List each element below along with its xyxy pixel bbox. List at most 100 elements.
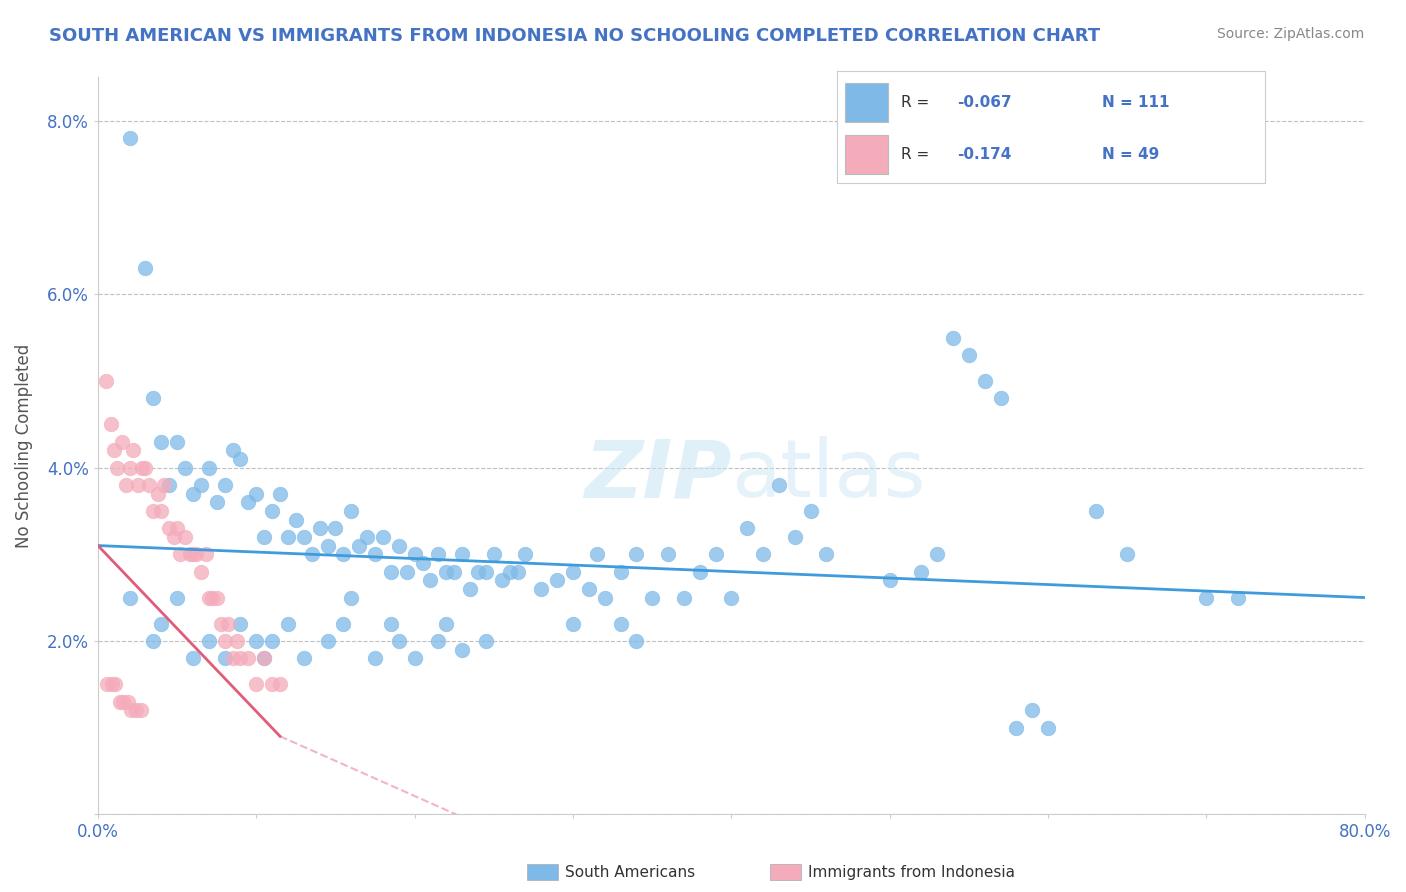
Point <box>340 504 363 518</box>
Point <box>205 495 228 509</box>
Point <box>427 634 450 648</box>
Point <box>689 565 711 579</box>
Point <box>134 460 156 475</box>
Point <box>150 504 173 518</box>
Text: -0.067: -0.067 <box>956 95 1011 110</box>
Point <box>238 651 260 665</box>
Point <box>498 565 520 579</box>
Point <box>142 504 165 518</box>
Point <box>245 677 267 691</box>
Point <box>120 703 142 717</box>
Y-axis label: No Schooling Completed: No Schooling Completed <box>15 343 32 548</box>
Point <box>427 547 450 561</box>
Point <box>118 591 141 605</box>
Point <box>720 591 742 605</box>
Point <box>530 582 553 596</box>
Point <box>169 547 191 561</box>
Point <box>100 417 122 432</box>
Point <box>229 651 252 665</box>
Point <box>340 591 363 605</box>
Text: R =: R = <box>901 147 929 162</box>
Point <box>129 703 152 717</box>
Point <box>245 486 267 500</box>
Point <box>395 565 418 579</box>
Point <box>404 547 426 561</box>
Point <box>253 651 276 665</box>
Point <box>197 460 219 475</box>
Text: South Americans: South Americans <box>565 865 696 880</box>
Point <box>121 443 143 458</box>
Point <box>990 391 1012 405</box>
Point <box>190 478 212 492</box>
Point <box>96 677 118 691</box>
Point <box>316 539 339 553</box>
Point <box>217 616 239 631</box>
Point <box>347 539 370 553</box>
Point <box>214 634 236 648</box>
Point <box>253 530 276 544</box>
Point <box>153 478 176 492</box>
Point <box>672 591 695 605</box>
Point <box>157 478 180 492</box>
Point <box>332 616 354 631</box>
Point <box>269 677 291 691</box>
Point <box>475 634 498 648</box>
Point <box>205 591 228 605</box>
Point <box>332 547 354 561</box>
Point <box>94 374 117 388</box>
Point <box>388 539 411 553</box>
Point <box>245 634 267 648</box>
Point <box>475 565 498 579</box>
Point <box>118 131 141 145</box>
Point <box>174 460 197 475</box>
Point <box>277 616 299 631</box>
Point <box>815 547 838 561</box>
Point <box>253 651 276 665</box>
Point <box>125 703 148 717</box>
Point <box>221 443 243 458</box>
Point <box>316 634 339 648</box>
Point <box>1021 703 1043 717</box>
Point <box>609 616 631 631</box>
Point <box>957 348 980 362</box>
Point <box>371 530 394 544</box>
Point <box>138 478 160 492</box>
Text: Immigrants from Indonesia: Immigrants from Indonesia <box>808 865 1015 880</box>
Point <box>284 512 307 526</box>
Point <box>404 651 426 665</box>
Text: ZIP: ZIP <box>583 436 731 515</box>
Point <box>146 486 169 500</box>
Point <box>112 695 135 709</box>
Point <box>609 565 631 579</box>
Point <box>626 634 648 648</box>
Point <box>166 521 188 535</box>
Point <box>101 677 124 691</box>
Point <box>292 651 315 665</box>
Point <box>292 530 315 544</box>
Point <box>562 565 585 579</box>
Point <box>194 547 217 561</box>
Text: atlas: atlas <box>731 436 925 515</box>
Point <box>262 677 284 691</box>
Point <box>104 677 127 691</box>
Text: R =: R = <box>901 95 929 110</box>
Point <box>434 616 457 631</box>
Point <box>973 374 995 388</box>
Point <box>201 591 224 605</box>
Point <box>364 547 387 561</box>
Point <box>467 565 489 579</box>
Point <box>166 434 188 449</box>
Point <box>277 530 299 544</box>
Point <box>562 616 585 631</box>
Point <box>356 530 378 544</box>
Point <box>752 547 775 561</box>
Point <box>768 478 790 492</box>
Point <box>179 547 201 561</box>
Point <box>593 591 616 605</box>
Point <box>506 565 529 579</box>
Point <box>626 547 648 561</box>
Point <box>879 573 901 587</box>
Point <box>380 616 402 631</box>
Point <box>131 460 153 475</box>
Point <box>578 582 600 596</box>
